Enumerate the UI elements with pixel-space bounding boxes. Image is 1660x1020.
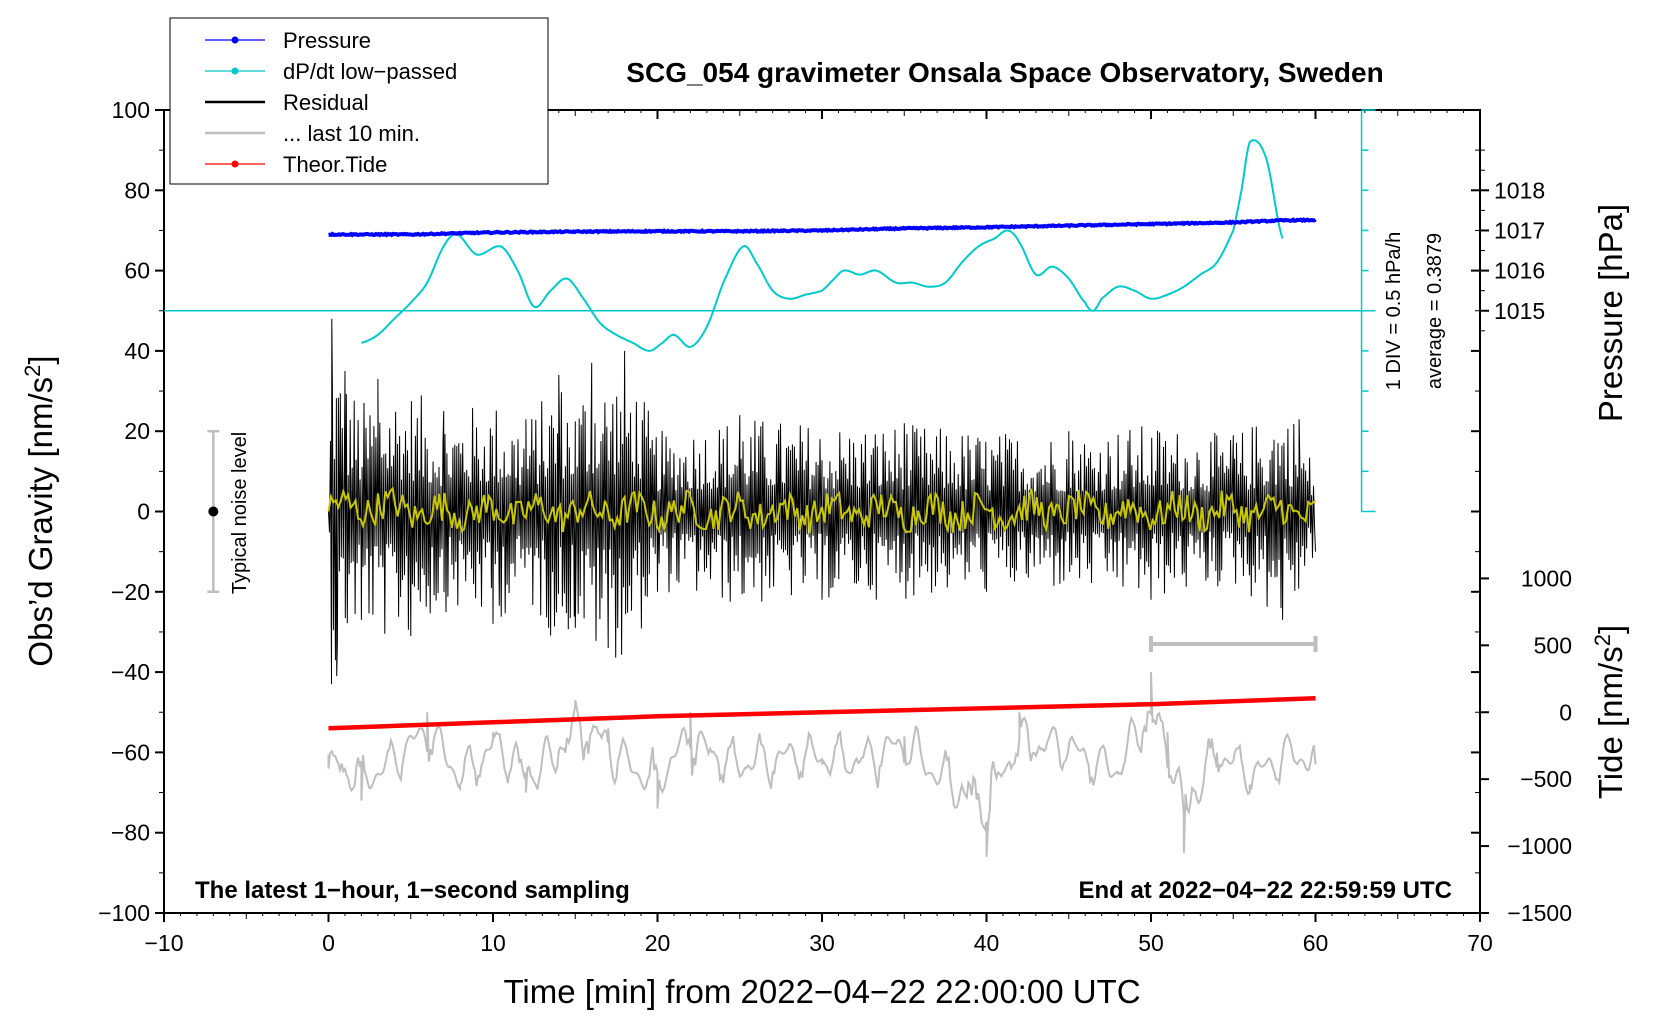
legend-label: ... last 10 min. [283,121,420,146]
last-10-min-line [327,672,1317,857]
noise-center-dot [208,506,219,517]
y-axis-title-end: ] [22,355,59,364]
legend-marker [231,36,239,44]
y-tick-label: 0 [137,499,150,525]
y-tick-label: −60 [111,739,150,765]
tide-title-main: Tide [nm/s [1592,646,1629,799]
x-tick-label: 40 [974,930,1000,956]
legend-marker [231,160,239,168]
pressure-tick-label: 1016 [1494,258,1545,284]
tide-tick-label: 500 [1534,632,1572,658]
x-tick-label: 30 [809,930,835,956]
y-axis-title-tide: Tide [nm/s2] [1590,625,1629,799]
x-tick-label: 70 [1467,930,1493,956]
noise-label: Typical noise level [229,432,251,594]
legend: Pressure dP/dt low−passed Residual ... last… [169,17,549,185]
x-tick-label: 20 [645,930,671,956]
x-axis-title: Time [min] from 2022−04−22 22:00:00 UTC [503,973,1140,1010]
x-tick-label: −10 [144,930,183,956]
dpdt-line [361,139,1284,352]
theor-tide-line [328,695,1316,731]
y-axis-title-main: Obs’d Gravity [nm/s [22,377,59,667]
y-axis-title-pressure: Pressure [hPa] [1592,204,1629,422]
pressure-tick-label: 1018 [1494,177,1545,203]
legend-label: Pressure [283,28,371,53]
residual-smoothed-line [327,486,1317,535]
dpdt-scale-label: 1 DIV = 0.5 hPa/h [1383,232,1405,390]
bottom-left-note: The latest 1−hour, 1−second sampling [195,877,630,904]
y-tick-label: −80 [111,820,150,846]
pressure-tick-label: 1017 [1494,217,1545,243]
y-axis-title-gravity: Obs’d Gravity [nm/s2] [20,355,59,666]
tide-tick-label: −1000 [1507,833,1572,859]
tide-tick-label: −1500 [1507,900,1572,926]
x-tick-label: 0 [322,930,335,956]
legend-label: dP/dt low−passed [283,59,457,84]
tide-tick-label: 0 [1559,699,1572,725]
y-tick-label: −20 [111,579,150,605]
x-tick-label: 60 [1303,930,1329,956]
chart-title: SCG_054 gravimeter Onsala Space Observat… [626,57,1383,88]
tide-title-end: ] [1592,625,1629,634]
pressure-tick-label: 1015 [1494,298,1545,324]
y-axis-title-sup: 2 [20,365,45,377]
pressure-line [328,217,1317,238]
y-tick-label: 60 [124,258,150,284]
y-tick-label: −40 [111,659,150,685]
legend-marker [231,67,239,75]
y-tick-label: 100 [112,97,150,123]
legend-label: Theor.Tide [283,152,387,177]
dpdt-average-label: average = 0.3879 [1424,233,1446,389]
y-tick-label: 80 [124,177,150,203]
legend-label: Residual [283,90,369,115]
y-tick-label: 40 [124,338,150,364]
bottom-right-note: End at 2022−04−22 22:59:59 UTC [1078,877,1452,904]
axes-layer: −10 0 10 20 30 40 50 60 70−100−80−60−40−20020406… [98,97,1572,956]
y-tick-label: −100 [98,900,150,926]
residual-line [328,318,1316,685]
tide-tick-label: 1000 [1521,565,1572,591]
series-layer [327,139,1318,857]
x-tick-label: 50 [1138,930,1164,956]
legend-items: Pressure dP/dt low−passed Residual ... last… [205,28,457,177]
x-tick-label: 10 [480,930,506,956]
y-tick-label: 20 [124,418,150,444]
tide-tick-label: −500 [1520,766,1572,792]
tide-title-sup: 2 [1590,634,1615,646]
